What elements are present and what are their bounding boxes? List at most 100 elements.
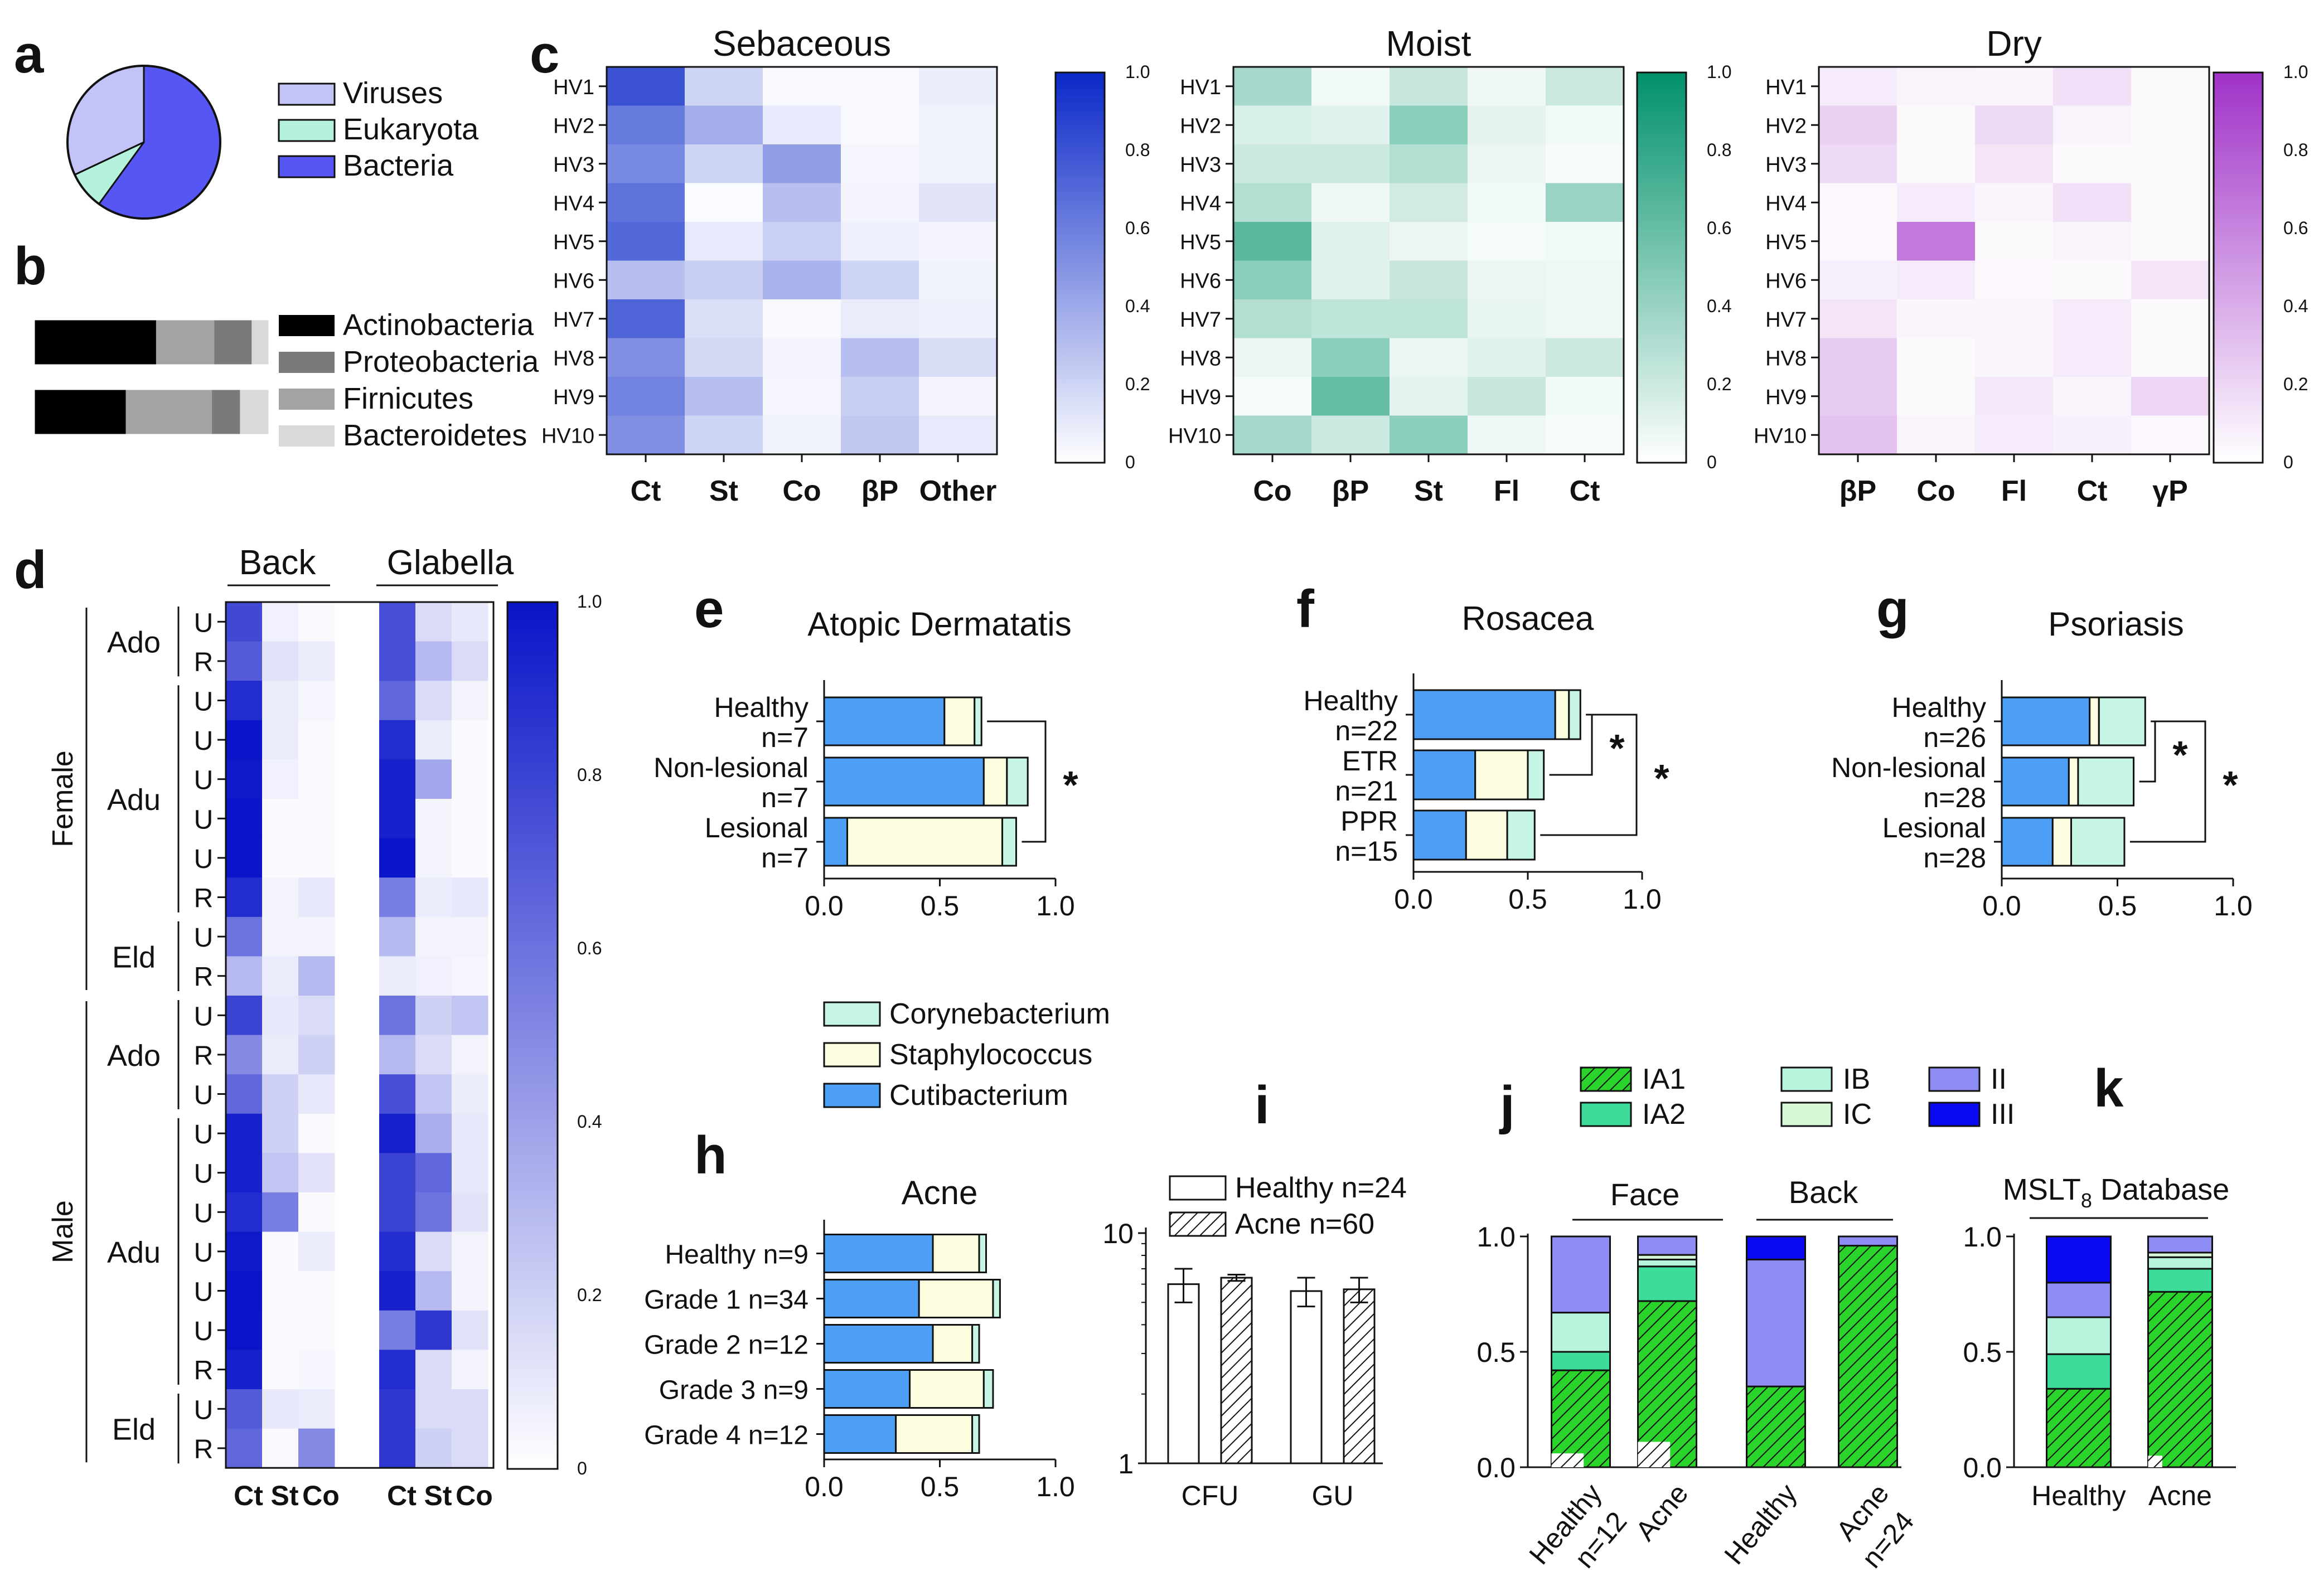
heatmap-cell	[1311, 67, 1390, 106]
heatmap-cell	[1468, 415, 1546, 455]
heatmap-cell	[2053, 377, 2132, 416]
heatmap-cell	[379, 1350, 416, 1390]
colorbar-tick: 0.2	[1707, 374, 1731, 394]
heatmap-cell	[379, 1310, 416, 1350]
heatmap-cell	[607, 222, 685, 261]
bar-segment	[1465, 809, 1508, 861]
heatmap-cell	[841, 377, 919, 416]
colorbar	[506, 601, 559, 1470]
x-tick-label: 0.5	[1508, 884, 1547, 915]
heatmap-cell	[298, 956, 335, 996]
colorbar-tick: 0.2	[577, 1285, 602, 1305]
chart-title: Atopic Dermatatis	[807, 605, 1072, 643]
heatmap-cell	[298, 1192, 335, 1233]
category-label: n=22	[1335, 715, 1398, 746]
row-label: HV8	[553, 347, 594, 370]
bar-segment	[1412, 809, 1467, 861]
heatmap-cell	[763, 377, 841, 416]
x-tick-label: 1.0	[1036, 890, 1075, 921]
heatmap-title: Moist	[1386, 23, 1471, 64]
heatmap-cell	[1819, 144, 1897, 183]
heatmap-cell	[607, 144, 685, 183]
bar-segment	[823, 1324, 934, 1364]
heatmap-cell	[1390, 222, 1468, 261]
row-label: U	[194, 845, 214, 874]
heatmap-cell	[763, 67, 841, 106]
colorbar-tick: 1.0	[1125, 62, 1150, 82]
bar-segment	[823, 1414, 897, 1454]
heatmap-cell	[262, 877, 299, 918]
legend-label: III	[1991, 1098, 2015, 1131]
heatmap-cell	[415, 1350, 452, 1390]
heatmap-cell	[1819, 183, 1897, 222]
heatmap-cell	[298, 1389, 335, 1429]
chart-h-acne: Acne 0.0 0.5 1.0 Healthy n=9 Grade 1 n=34 Grad…	[644, 1174, 1075, 1502]
bar-segment	[1006, 756, 1029, 807]
heatmap-cell	[1233, 338, 1312, 377]
heatmap-cell	[1390, 144, 1468, 183]
x-tick-label: 1.0	[1623, 884, 1662, 915]
significance-star: *	[1063, 763, 1078, 807]
heatmap-cell	[2131, 338, 2210, 377]
heatmap-cell	[919, 183, 998, 222]
y-tick-label: 1.0	[1963, 1221, 2002, 1253]
heatmap-cell	[379, 799, 416, 839]
heatmap-cell	[841, 299, 919, 338]
row-label: U	[194, 923, 214, 953]
legend-label: IB	[1843, 1063, 1870, 1095]
heatmap-cell	[298, 799, 335, 839]
chart-i-cfu-gu: Healthy n=24 Acne n=60 10 1 CFU GU	[1102, 1172, 1407, 1511]
column-label: St	[1414, 475, 1443, 507]
heatmap-cell	[919, 415, 998, 455]
heatmap-cell	[262, 681, 299, 721]
bar-segment-light	[1638, 1442, 1671, 1467]
bar-segment	[823, 696, 946, 746]
heatmap-cell	[415, 1035, 452, 1075]
heatmap-cell	[452, 641, 488, 681]
bar-segment	[1838, 1235, 1898, 1247]
legend-swatch	[1580, 1102, 1632, 1127]
panel-letter-e: e	[694, 579, 724, 639]
heatmap-cell	[2053, 183, 2132, 222]
legend-label: II	[1991, 1063, 2007, 1095]
x-tick-label: 0.5	[921, 1471, 960, 1502]
significance-star: *	[1654, 756, 1669, 800]
row-label: HV1	[1765, 76, 1807, 99]
row-label: R	[194, 648, 214, 677]
heatmap-cell	[262, 641, 299, 681]
heatmap-cell	[1897, 222, 1976, 261]
heatmap-cell	[452, 720, 488, 760]
heatmap-cell	[298, 720, 335, 760]
bar	[1167, 1283, 1200, 1464]
row-label: HV8	[1765, 347, 1807, 370]
heatmap-cell	[415, 602, 452, 642]
heatmap-cell	[415, 641, 452, 681]
heatmap-cell	[226, 1231, 263, 1272]
legend-swatch	[823, 1042, 881, 1068]
heatmap-cell	[1897, 377, 1976, 416]
heatmap-cell	[1311, 299, 1390, 338]
x-tick-label: 1.0	[2214, 890, 2253, 921]
heatmap-cell	[298, 602, 335, 642]
legend-swatch	[1928, 1102, 1981, 1127]
column-label: βP	[1332, 475, 1369, 507]
bar-segment	[1746, 1258, 1806, 1388]
category-label: ETR	[1342, 745, 1398, 777]
row-label: HV5	[1180, 231, 1221, 254]
heatmap-cell	[415, 877, 452, 918]
heatmap-cell	[1819, 260, 1897, 300]
heatmap-cell	[1468, 67, 1546, 106]
group-header: Back	[1789, 1175, 1858, 1210]
column-label: St	[424, 1480, 452, 1511]
heatmap-cell	[919, 260, 998, 300]
heatmap-cell	[415, 1192, 452, 1233]
significance-star: *	[2223, 763, 2238, 807]
bar-segment	[1412, 749, 1476, 801]
heatmap-cell	[1390, 105, 1468, 145]
heatmap-cell	[685, 222, 763, 261]
heatmap-cell	[1468, 338, 1546, 377]
bar-segment	[1001, 817, 1017, 867]
category-label: n=28	[1923, 842, 1986, 874]
heatmap-cell	[226, 1350, 263, 1390]
